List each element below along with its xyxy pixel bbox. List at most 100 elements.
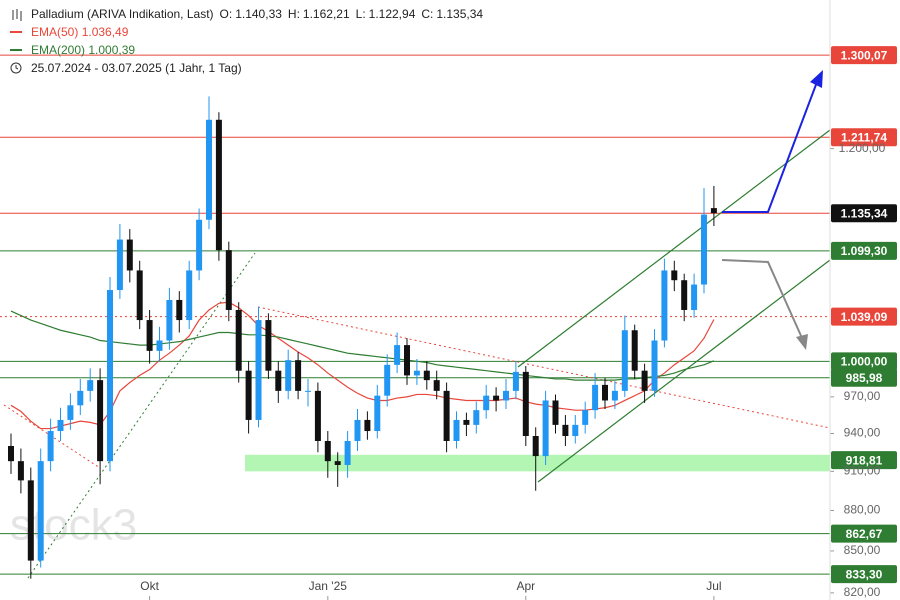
candle-body (671, 270, 678, 281)
plot (8, 96, 717, 579)
candle-body (245, 370, 252, 420)
x-tick-label: Jul (706, 579, 721, 593)
legend-name: EMA(50) (31, 25, 78, 39)
period: (1 Jahr, 1 Tag) (165, 61, 242, 75)
candle-body (710, 208, 717, 214)
arrow-head (810, 70, 823, 88)
level-label: 1.211,74 (841, 130, 887, 144)
candle-body (235, 309, 242, 371)
x-tick-label: Okt (140, 579, 159, 593)
level-label-box (831, 46, 897, 65)
candle-body (582, 410, 589, 425)
channel-line (537, 259, 831, 483)
level-label-box (831, 368, 897, 387)
candle-body (324, 440, 331, 462)
candle-body (404, 345, 410, 376)
arrow (722, 81, 818, 213)
candle-body (364, 419, 371, 432)
candle-body (443, 390, 450, 441)
candle-body (334, 461, 341, 465)
channel-line (517, 129, 831, 368)
candle-body (433, 380, 440, 391)
level-label: 1.000,00 (841, 354, 888, 368)
clock-icon (10, 62, 22, 74)
trend-line (3, 404, 101, 469)
level-label: 985,98 (846, 371, 883, 385)
candle-body (8, 445, 14, 462)
header: Palladium (ARIVA Indikation, Last) O: 1.14… (31, 7, 483, 21)
candle-body (215, 119, 222, 251)
level-band (245, 454, 830, 472)
y-tick-label: 1.200,00 (839, 141, 886, 155)
candle-body (512, 371, 519, 391)
candle-body (542, 400, 549, 457)
level-label: 862,67 (846, 527, 883, 541)
candle-body (275, 370, 282, 391)
level-label: 833,30 (846, 567, 883, 581)
legend-entry: EMA(50) 1.036,49 (31, 25, 129, 39)
trend-lines (3, 70, 831, 579)
candle-body (552, 400, 559, 425)
y-tick-label: 880,00 (844, 503, 881, 517)
level-label-box (831, 451, 897, 470)
level-label-box (831, 565, 897, 584)
candle-body (166, 299, 173, 341)
candle-body (285, 360, 292, 391)
level-label: 918,81 (846, 453, 883, 467)
arrow (721, 259, 803, 339)
candle-body (186, 270, 193, 321)
x-tick-label: Apr (516, 579, 535, 593)
level-label: 1.099,30 (841, 244, 888, 258)
candle-body (532, 436, 539, 457)
ohlc-value: 1.140,33 (235, 7, 282, 21)
x-tick-label: Jan '25 (309, 579, 348, 593)
candle-body (47, 431, 54, 462)
date-range-text: 25.07.2024 - 03.07.2025 (31, 61, 162, 75)
candle-body (27, 480, 34, 561)
level-label: 1.039,09 (841, 310, 888, 324)
candle-body (176, 299, 183, 321)
candle-body (572, 424, 579, 437)
title: Palladium (ARIVA Indikation, Last) (31, 7, 214, 21)
candle-body (116, 239, 123, 291)
candle-body (87, 380, 94, 391)
candle-body (97, 380, 104, 462)
candle-body (631, 330, 638, 371)
candle-body (255, 320, 262, 420)
ohlc-key: L: (356, 7, 366, 21)
candle-body (701, 214, 707, 285)
candle-body (67, 405, 74, 420)
candle-body (681, 280, 688, 310)
icon (12, 9, 22, 21)
legend-name: EMA(200) (31, 43, 85, 57)
candle-body (592, 384, 599, 411)
candle-body (156, 340, 163, 351)
candle-body (691, 284, 698, 310)
candle-body (146, 320, 153, 351)
candle-body (265, 320, 272, 371)
y-tick-label: 940,00 (844, 426, 881, 440)
y-tick-label: 850,00 (844, 543, 881, 557)
legend-value: 1.000,39 (88, 43, 135, 57)
candle-body (493, 395, 500, 401)
level-label-box (831, 307, 897, 326)
y-tick-label: 970,00 (844, 389, 881, 403)
y-tick-label: 910,00 (844, 464, 881, 478)
candle-body (305, 390, 311, 392)
candle-body (225, 250, 232, 310)
level-label-box (831, 204, 897, 223)
level-label-box (831, 128, 897, 147)
level-label: 1.135,34 (841, 206, 888, 220)
legend-value: 1.036,49 (82, 25, 129, 39)
candle-body (37, 461, 44, 561)
candle-body (77, 390, 84, 406)
candle-body (463, 419, 470, 425)
level-labels: 1.300,07 1.211,74 1.135,34 1.099,30 1.039,09… (831, 46, 897, 584)
ohlc-key: H: (288, 7, 300, 21)
candle-body (136, 270, 143, 321)
candle-body (354, 419, 361, 441)
trend-line (27, 252, 256, 579)
ohlc-value: 1.122,94 (369, 7, 416, 21)
